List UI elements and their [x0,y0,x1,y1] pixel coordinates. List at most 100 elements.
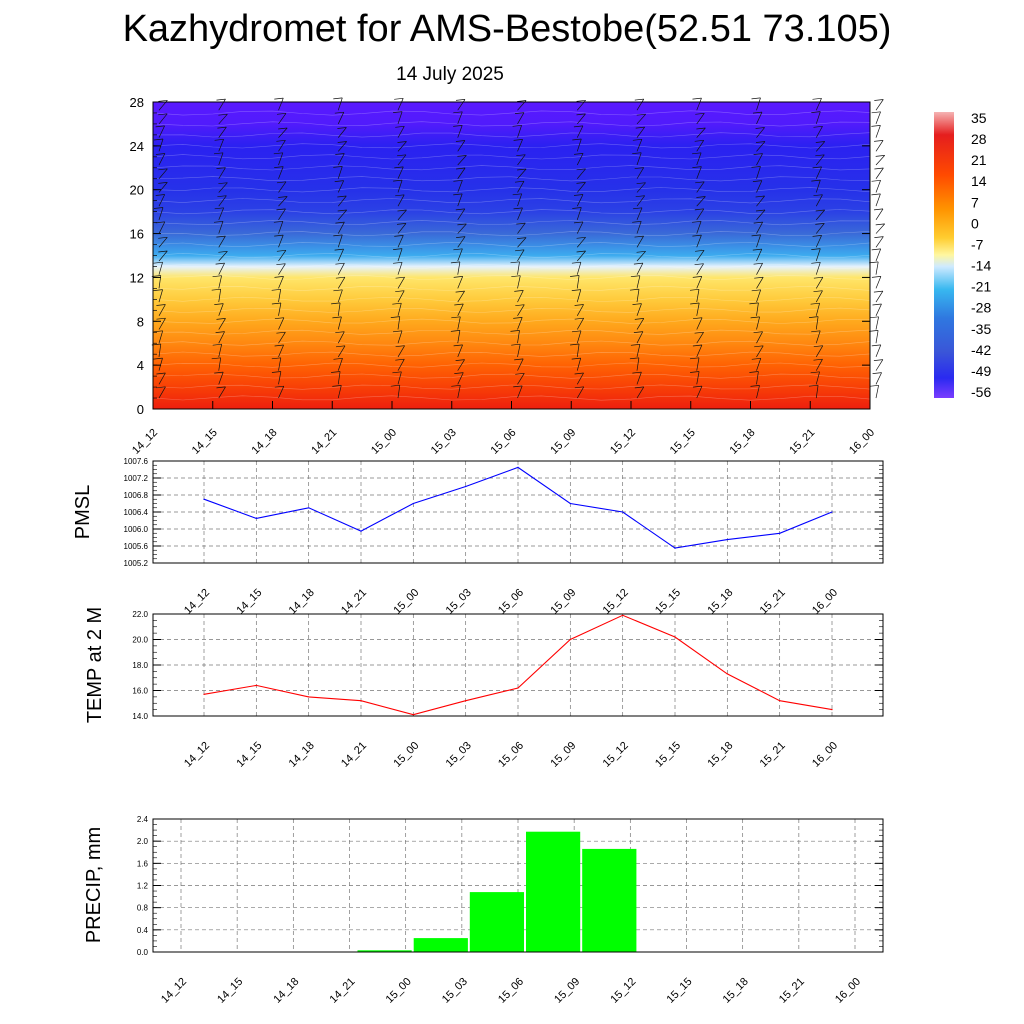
wind-barb [337,97,343,111]
x-tick-label: 14_15 [190,427,220,457]
wind-barb [397,154,407,166]
wind-barb [875,125,881,138]
wind-barb-flag [811,261,821,264]
precip-chart: 0.0 0.4 0.8 1.2 1.6 2.0 2.4 14_12 14_15 14_18 14_2… [83,815,884,1006]
wind-barb [576,372,584,385]
wind-barb-flag [513,207,523,210]
wind-barb-flag [572,138,582,141]
wind-barb [278,344,284,358]
wind-barb-flag [271,288,281,291]
wind-barb [517,222,526,234]
wind-barb [218,152,224,166]
wind-barb [218,275,222,289]
y-axis-label: PMSL [72,485,94,539]
wind-barb-flag [574,317,584,320]
wind-barb-flag [335,221,345,224]
colorbar: 35 28 21 14 7 0 -7 -14 -21 -28 -35 -42 -49 -56 [934,110,991,400]
wind-barb [696,371,700,385]
wind-barb-flag [271,302,281,305]
data-point [569,502,571,505]
wind-barb-flag [276,208,286,211]
wind-barb [457,248,463,262]
colorbar-tick-label: -35 [971,321,991,337]
wind-barb-flag [869,261,879,264]
wind-barb [576,275,580,289]
contour-line [152,384,871,390]
wind-barb [517,154,526,166]
wind-barb-flag [216,98,226,101]
wind-barb [278,386,285,399]
wind-barb [278,152,284,166]
wind-barb-flag [394,166,404,169]
wind-barb [337,141,347,152]
wind-barb-flag [634,235,644,238]
wind-barb [756,111,763,125]
x-tick-label: 15_03 [444,740,474,770]
wind-barb [278,250,287,262]
wind-barb [815,385,819,399]
x-tick-label: 15_21 [777,976,807,1006]
wind-barb-flag [513,139,523,141]
wind-barb-flag [811,330,821,333]
wind-barb-flag [574,304,584,306]
heatmap-field [153,102,870,409]
wind-barb-flag [750,385,760,387]
wind-barb [457,290,465,303]
wind-barb [756,316,760,330]
wind-barb-flag [214,138,224,141]
wind-barb-flag [632,152,642,155]
wind-barb-flag [636,113,646,116]
wind-barb [696,332,704,344]
wind-barb-flag [216,167,226,169]
wind-barb [218,331,225,344]
wind-barb-flag [337,141,347,143]
wind-barb [576,358,582,371]
wind-barb-flag [331,371,341,373]
wind-barb-flag [457,155,467,157]
wind-barb-flag [875,223,885,226]
y-tick-label: 1006.0 [124,525,149,534]
wind-barb [875,155,885,166]
wind-barb [337,195,347,207]
contour-line [152,318,871,324]
wind-barb [875,167,884,179]
wind-barb [756,302,759,316]
data-point [569,638,571,641]
data-point [831,709,833,711]
wind-barb-flag [337,209,347,212]
wind-barb [158,207,164,220]
wind-barb [337,221,345,234]
wind-barb-flag [573,125,583,128]
wind-barb [696,166,702,179]
wind-barb-flag [755,195,765,198]
wind-barb-flag [216,235,226,238]
wind-barb-flag [453,344,463,347]
y-tick-label: 0.0 [137,948,149,957]
wind-barb [517,317,523,330]
wind-barb-flag [211,357,221,360]
wind-barb-flag [217,126,227,129]
wind-barb [218,126,227,138]
wind-barb [576,138,582,152]
wind-barb-flag [696,127,706,130]
wind-barb [636,139,643,152]
x-tick-label: 15_06 [489,427,519,457]
wind-barb [576,386,585,399]
wind-barb-flag [274,97,284,100]
wind-barb [218,113,228,125]
wind-barb-flag [215,262,225,265]
wind-barb-flag [514,180,525,183]
x-tick-label: 15_00 [391,740,421,770]
wind-barb-flag [453,111,463,114]
series-line [203,466,833,549]
wind-barb [517,112,525,125]
wind-barb-flag [216,386,226,389]
wind-barb [875,359,884,371]
wind-barb [875,344,882,358]
wind-barb [756,221,764,234]
colorbar-tick-label: -42 [971,342,991,358]
wind-barb-flag [695,112,705,115]
wind-barb [218,289,222,303]
wind-barb-flag [570,343,580,346]
wind-barb-flag [813,290,823,293]
